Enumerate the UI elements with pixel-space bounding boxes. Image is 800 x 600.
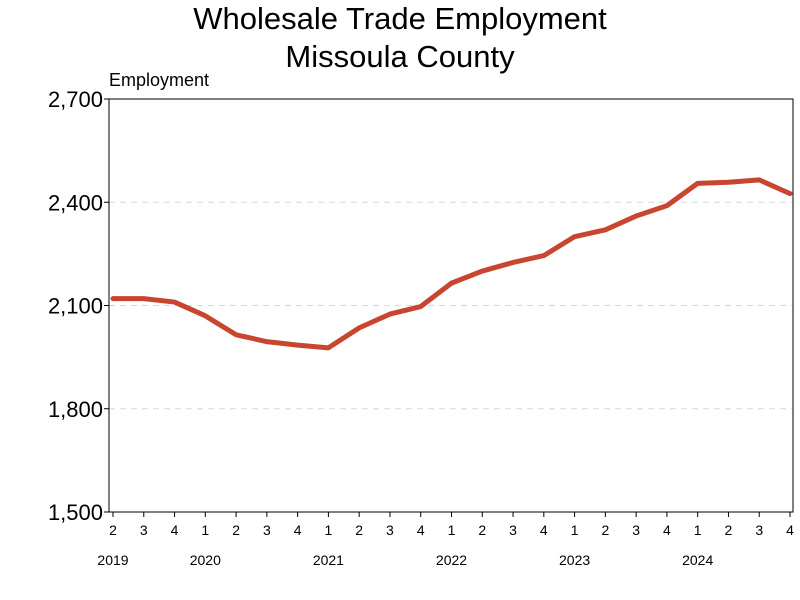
x-tick-label-year: 2021 (313, 552, 344, 568)
x-tick-label-quarter: 1 (325, 522, 333, 538)
x-tick-label-quarter: 2 (601, 522, 609, 538)
y-tick-label: 2,400 (48, 190, 103, 215)
gridlines (109, 201, 793, 410)
x-tick-label-quarter: 1 (201, 522, 209, 538)
data-point (141, 296, 146, 301)
data-point (541, 253, 546, 258)
data-point (695, 181, 700, 186)
chart-title-line1: Wholesale Trade Employment (193, 1, 607, 36)
data-point (572, 234, 577, 239)
x-tick-label-quarter: 3 (263, 522, 271, 538)
x-tick-label-quarter: 1 (448, 522, 456, 538)
x-tick-label-quarter: 2 (355, 522, 363, 538)
data-point (264, 339, 269, 344)
x-tick-label-year: 2023 (559, 552, 590, 568)
x-tick-label-quarter: 2 (232, 522, 240, 538)
x-axis: 2 3 4 1 2 3 4 1 2 3 4 1 2 3 4 1 2 3 4 1 2 3 4 2019 2020 2021 2022 2… (97, 512, 794, 568)
data-point (603, 227, 608, 232)
x-tick-label-quarter: 4 (786, 522, 794, 538)
data-point (295, 343, 300, 348)
chart-title-line2: Missoula County (285, 39, 515, 74)
x-tick-label-quarter: 2 (109, 522, 117, 538)
x-tick-label-quarter: 2 (725, 522, 733, 538)
x-tick-label-quarter: 4 (171, 522, 179, 538)
series-line (110, 177, 793, 351)
data-point (788, 191, 792, 196)
data-point (357, 325, 362, 330)
data-point (634, 214, 639, 219)
x-tick-label-quarter: 2 (478, 522, 486, 538)
x-tick-label-quarter: 4 (540, 522, 548, 538)
x-tick-label-year: 2022 (436, 552, 467, 568)
data-point (172, 300, 177, 305)
x-tick-label-year: 2019 (97, 552, 128, 568)
x-tick-label-quarter: 4 (417, 522, 425, 538)
y-axis-label: Employment (109, 70, 209, 90)
data-point (726, 180, 731, 185)
data-point (234, 332, 239, 337)
x-tick-label-quarter: 4 (294, 522, 302, 538)
x-tick-label-quarter: 3 (140, 522, 148, 538)
y-tick-label: 2,100 (48, 294, 103, 319)
y-tick-label: 1,500 (48, 500, 103, 525)
data-point (664, 203, 669, 208)
x-tick-label-quarter: 1 (694, 522, 702, 538)
x-tick-label-quarter: 3 (755, 522, 763, 538)
series-employment (110, 177, 793, 351)
x-tick-label-quarter: 3 (632, 522, 640, 538)
data-point (387, 312, 392, 317)
x-tick-label-year: 2020 (190, 552, 221, 568)
data-point (511, 260, 516, 265)
data-point (418, 304, 423, 309)
x-tick-label-quarter: 3 (509, 522, 517, 538)
x-tick-label-quarter: 1 (571, 522, 579, 538)
data-point (111, 296, 115, 301)
x-tick-label-year: 2024 (682, 552, 713, 568)
data-point (757, 177, 762, 182)
y-axis: 1,500 1,800 2,100 2,400 2,700 (48, 87, 109, 525)
y-tick-label: 1,800 (48, 397, 103, 422)
x-tick-label-quarter: 4 (663, 522, 671, 538)
x-tick-label-quarter: 3 (386, 522, 394, 538)
y-tick-label: 2,700 (48, 87, 103, 112)
data-point (480, 269, 485, 274)
data-point (203, 313, 208, 318)
data-point (326, 345, 331, 350)
data-point (449, 281, 454, 286)
